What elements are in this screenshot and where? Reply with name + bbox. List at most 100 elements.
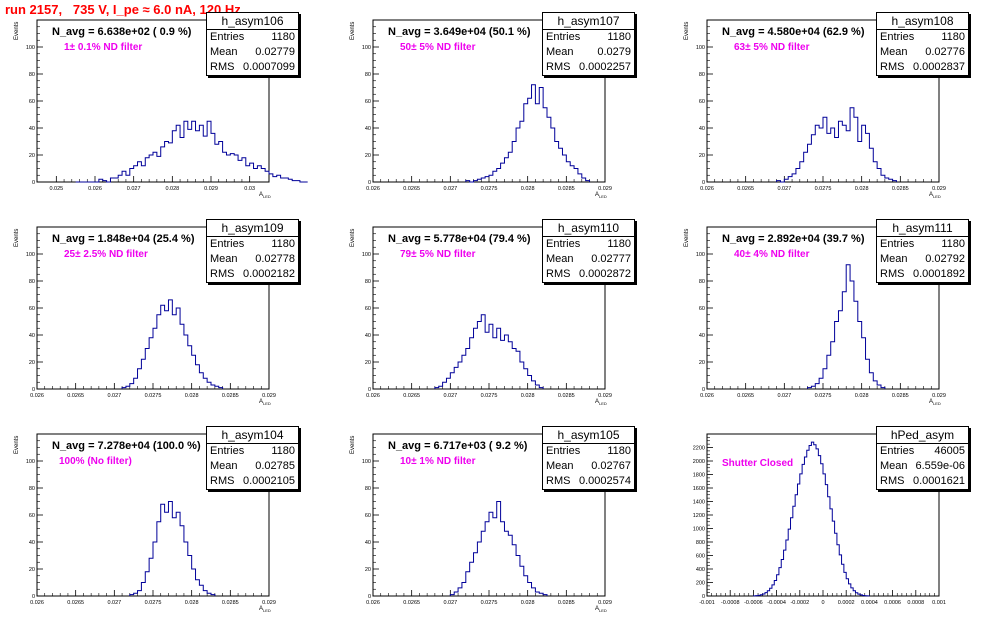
x-tick-label: 0.0265 (403, 600, 420, 606)
stats-box: h_asym105 Entries 1180 Mean 0.02767 RMS 0.0002… (542, 426, 635, 490)
histogram-plot: 0.026 0.0265 0.027 0.0275 0.028 0.0285 0.029 0 2… (362, 19, 612, 192)
x-tick-label: 0.0275 (815, 393, 832, 399)
x-axis-label-symbol: A (259, 399, 264, 405)
stats-label: Mean (880, 46, 908, 58)
stats-label: Entries (880, 238, 915, 250)
stats-value: 0.02779 (255, 46, 295, 58)
y-tick-label: 400 (696, 567, 705, 573)
stats-row-rms: RMS 0.0002182 (207, 267, 298, 282)
y-tick-label: 600 (696, 554, 705, 560)
stats-value: 0.0001621 (913, 475, 965, 487)
stats-label: Entries (210, 31, 245, 43)
stats-row-mean: Mean 0.02767 (543, 459, 634, 474)
y-axis-label: Events (350, 435, 356, 454)
x-axis-label: ALED (259, 192, 271, 199)
stats-row-rms: RMS 0.0002574 (543, 474, 634, 489)
x-tick-label: 0.026 (700, 393, 714, 399)
x-axis-label: ALED (929, 192, 941, 199)
x-tick-label: 0.0265 (737, 186, 754, 192)
stats-box-title: hPed_asym (877, 427, 968, 444)
stats-value: 6.559e-06 (915, 460, 965, 472)
stats-row-entries: Entries 1180 (207, 30, 298, 45)
y-tick-label: 80 (365, 72, 371, 78)
stats-label: Mean (210, 46, 238, 58)
y-tick-label: 80 (699, 279, 705, 285)
y-tick-label: 40 (699, 333, 705, 339)
x-tick-label: 0.0285 (222, 600, 239, 606)
x-tick-label: 0.0008 (907, 600, 924, 606)
stats-value: 1180 (941, 238, 965, 250)
x-tick-label: 0.029 (262, 600, 276, 606)
x-axis-label-subscript: LED (263, 194, 271, 200)
y-axis-label: Events (14, 228, 20, 247)
y-tick-label: 80 (29, 486, 35, 492)
x-tick-label: 0.0275 (815, 186, 832, 192)
x-tick-label: 0.0265 (737, 393, 754, 399)
y-tick-label: 1400 (693, 500, 705, 506)
x-tick-label: 0.0285 (222, 393, 239, 399)
y-tick-label: 100 (362, 45, 371, 51)
filter-label: Shutter Closed (722, 458, 794, 469)
histogram-line (129, 501, 216, 596)
stats-label: Entries (210, 445, 245, 457)
x-tick-label: 0.0275 (145, 600, 162, 606)
y-tick-label: 60 (29, 306, 35, 312)
stats-value: 46005 (934, 445, 965, 457)
stats-box: h_asym107 Entries 1180 Mean 0.0279 RMS 0.00022… (542, 12, 635, 76)
stats-label: RMS (546, 268, 571, 280)
y-tick-label: 60 (365, 513, 371, 519)
y-tick-label: 80 (365, 279, 371, 285)
y-tick-label: 1200 (693, 513, 705, 519)
x-tick-label: 0.028 (521, 393, 535, 399)
x-axis-label-subscript: LED (933, 194, 941, 200)
stats-label: Entries (546, 238, 581, 250)
stats-row-mean: Mean 0.02785 (207, 459, 298, 474)
y-axis-label: Events (14, 435, 20, 454)
x-tick-label: 0.0275 (481, 393, 498, 399)
stats-box: hPed_asym Entries 46005 Mean 6.559e-06 RMS 0.0… (876, 426, 969, 490)
x-axis-label-symbol: A (595, 399, 600, 405)
stats-label: Entries (546, 31, 581, 43)
y-tick-label: 0 (368, 180, 371, 186)
x-axis-label: ALED (595, 399, 607, 406)
stats-row-mean: Mean 0.02777 (543, 252, 634, 267)
y-tick-label: 100 (362, 252, 371, 258)
n-avg-label: N_avg = 5.778e+04 (79.4 %) (388, 233, 531, 245)
x-axis-label-subscript: LED (263, 401, 271, 407)
stats-value: 0.0007099 (243, 61, 295, 73)
histogram-panel: 0.026 0.0265 0.027 0.0275 0.028 0.0285 0.029 0 2… (350, 219, 635, 406)
stats-box: h_asym110 Entries 1180 Mean 0.02777 RMS 0.0002… (542, 219, 635, 283)
x-axis-label-subscript: LED (263, 608, 271, 614)
y-tick-label: 60 (365, 99, 371, 105)
stats-label: RMS (880, 475, 905, 487)
stats-row-rms: RMS 0.0002837 (877, 60, 968, 75)
histogram-plot: 0.026 0.0265 0.027 0.0275 0.028 0.0285 0.029 0 2… (696, 226, 946, 399)
x-axis-label: ALED (595, 192, 607, 199)
stats-value: 0.0001892 (913, 268, 965, 280)
stats-box-title: h_asym110 (543, 220, 634, 237)
stats-label: Mean (210, 460, 238, 472)
filter-label: 40± 4% ND filter (734, 249, 810, 260)
x-tick-label: 0.029 (262, 393, 276, 399)
stats-label: RMS (210, 475, 235, 487)
stats-row-entries: Entries 1180 (207, 237, 298, 252)
n-avg-label: N_avg = 2.892e+04 (39.7 %) (722, 233, 865, 245)
stats-label: Mean (546, 460, 574, 472)
stats-row-mean: Mean 0.02776 (877, 45, 968, 60)
y-tick-label: 20 (29, 567, 35, 573)
stats-row-rms: RMS 0.0007099 (207, 60, 298, 75)
x-tick-label: 0.026 (30, 393, 44, 399)
n-avg-label: N_avg = 6.638e+02 ( 0.9 %) (52, 26, 192, 38)
stats-row-entries: Entries 1180 (543, 30, 634, 45)
histogram-plot: 0.026 0.0265 0.027 0.0275 0.028 0.0285 0.029 0 2… (26, 433, 276, 606)
y-tick-label: 60 (29, 513, 35, 519)
stats-row-rms: RMS 0.0001621 (877, 474, 968, 489)
stats-row-rms: RMS 0.0002872 (543, 267, 634, 282)
y-tick-label: 800 (696, 540, 705, 546)
stats-label: Mean (546, 46, 574, 58)
stats-box-title: h_asym104 (207, 427, 298, 444)
histogram-line (434, 314, 544, 389)
stats-row-mean: Mean 0.0279 (543, 45, 634, 60)
histogram-plot: -0.001 -0.0008 -0.0006 -0.0004 -0.0002 0 0.000… (693, 433, 946, 606)
x-tick-label: 0.0275 (481, 186, 498, 192)
